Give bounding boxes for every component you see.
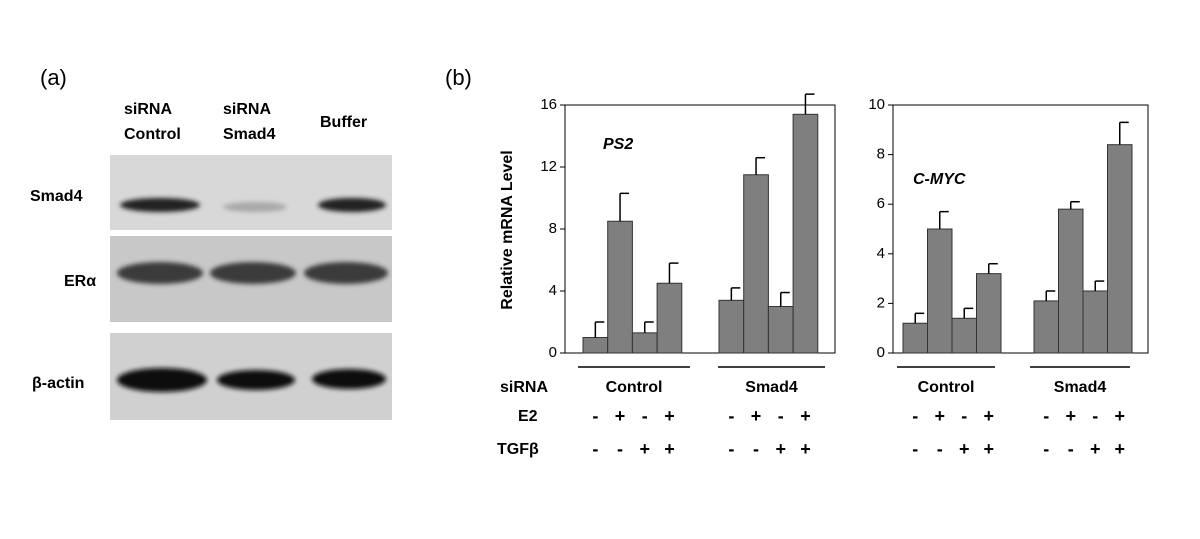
- y-tick-label: 8: [877, 146, 885, 163]
- condition-sign: +: [615, 406, 626, 426]
- bar: [582, 337, 609, 354]
- blot: [110, 155, 392, 420]
- band: [210, 262, 296, 284]
- condition-sign: +: [1114, 439, 1125, 459]
- condition-sign: -: [1043, 439, 1049, 459]
- y-tick-label: 2: [877, 294, 885, 311]
- bar: [976, 273, 1002, 354]
- condition-sign: +: [800, 439, 811, 459]
- bar: [1058, 208, 1084, 354]
- bar: [718, 299, 745, 354]
- condition-sign: -: [728, 406, 734, 426]
- bar: [1082, 290, 1108, 354]
- condition-sign: +: [1114, 406, 1125, 426]
- condition-sign: +: [664, 406, 675, 426]
- group-label: Control: [918, 379, 975, 396]
- condition-sign: +: [934, 406, 945, 426]
- band-label: Smad4: [30, 188, 83, 205]
- group-label: Control: [606, 379, 663, 396]
- band-label: β-actin: [32, 375, 84, 392]
- lane-label: Buffer: [320, 114, 367, 131]
- group-label: Smad4: [1054, 379, 1107, 396]
- bar: [743, 174, 769, 354]
- row-label: E2: [518, 408, 538, 425]
- panel-label: (a): [40, 65, 67, 90]
- bar: [951, 317, 977, 354]
- condition-sign: +: [959, 439, 970, 459]
- bar: [792, 113, 819, 354]
- y-tick-label: 16: [540, 96, 557, 113]
- band: [217, 370, 295, 390]
- lane-label: siRNA: [223, 101, 271, 118]
- condition-sign: +: [664, 439, 675, 459]
- band: [318, 198, 386, 212]
- condition-sign: -: [961, 406, 967, 426]
- blot-strip: [110, 155, 392, 230]
- condition-sign: -: [642, 406, 648, 426]
- chart-title: PS2: [603, 136, 633, 153]
- bar: [631, 332, 658, 354]
- bar: [927, 228, 953, 354]
- condition-sign: +: [751, 406, 762, 426]
- band: [120, 198, 200, 212]
- condition-sign: -: [912, 439, 918, 459]
- bar: [1107, 144, 1133, 354]
- condition-sign: -: [728, 439, 734, 459]
- condition-sign: -: [592, 439, 598, 459]
- row-label: siRNA: [500, 379, 548, 396]
- y-tick-label: 12: [540, 158, 557, 175]
- band: [304, 262, 388, 284]
- bar: [607, 220, 633, 354]
- lane-label: Control: [124, 126, 181, 143]
- lane-label: Smad4: [223, 126, 276, 143]
- y-tick-label: 8: [549, 220, 557, 237]
- condition-sign: -: [617, 439, 623, 459]
- y-tick-label: 10: [868, 96, 885, 113]
- panel-label: (b): [445, 65, 472, 90]
- bar: [767, 306, 794, 354]
- y-tick-label: 4: [549, 282, 557, 299]
- condition-sign: +: [983, 406, 994, 426]
- y-tick-label: 6: [877, 195, 885, 212]
- y-tick-label: 4: [877, 245, 885, 262]
- condition-sign: +: [1065, 406, 1076, 426]
- band-label: ERα: [64, 273, 96, 290]
- y-tick-label: 0: [549, 344, 557, 361]
- y-axis-label: Relative mRNA Level: [499, 150, 516, 309]
- band: [117, 262, 203, 284]
- bar: [902, 322, 928, 354]
- band: [312, 369, 386, 389]
- condition-sign: +: [775, 439, 786, 459]
- band: [117, 368, 207, 392]
- row-label: TGFβ: [497, 441, 539, 458]
- condition-sign: +: [1090, 439, 1101, 459]
- condition-sign: +: [639, 439, 650, 459]
- band: [223, 202, 287, 212]
- condition-sign: -: [1043, 406, 1049, 426]
- condition-sign: +: [983, 439, 994, 459]
- condition-sign: -: [753, 439, 759, 459]
- chart-title: C-MYC: [913, 171, 966, 188]
- plot-frame: [892, 104, 1149, 354]
- lane-label: siRNA: [124, 101, 172, 118]
- condition-sign: -: [1068, 439, 1074, 459]
- bar: [1033, 300, 1059, 354]
- bar: [656, 282, 683, 354]
- condition-sign: -: [1092, 406, 1098, 426]
- condition-sign: -: [592, 406, 598, 426]
- condition-sign: -: [778, 406, 784, 426]
- y-tick-label: 0: [877, 344, 885, 361]
- condition-sign: +: [800, 406, 811, 426]
- group-label: Smad4: [745, 379, 798, 396]
- condition-sign: -: [912, 406, 918, 426]
- condition-sign: -: [937, 439, 943, 459]
